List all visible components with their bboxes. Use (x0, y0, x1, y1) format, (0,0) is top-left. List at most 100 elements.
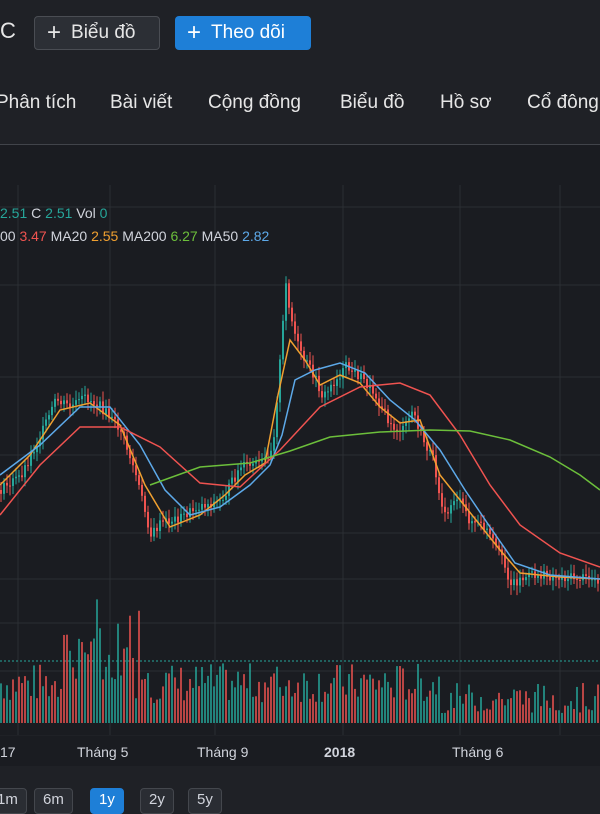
candle-body (363, 373, 365, 380)
candle-body (174, 516, 176, 522)
candle-body (27, 465, 29, 467)
range-6m-button[interactable]: 6m (34, 788, 73, 814)
candle-body (93, 401, 95, 405)
candle-body (315, 375, 317, 378)
follow-label: Theo dõi (211, 22, 285, 43)
volume-bar (156, 699, 158, 723)
volume-bar (120, 675, 122, 723)
volume-bar (192, 687, 194, 723)
volume-bar (567, 705, 569, 723)
volume-bar (468, 684, 470, 723)
volume-bar (171, 665, 173, 723)
volume-bar (429, 690, 431, 723)
candle-body (414, 411, 416, 416)
volume-bar (126, 647, 128, 723)
volume-bar (333, 677, 335, 723)
nav-tab-profile[interactable]: Hồ sơ (440, 92, 492, 113)
candle-body (36, 446, 38, 453)
volume-bar (531, 712, 533, 723)
candle-body (198, 509, 200, 511)
volume-bar (582, 683, 584, 723)
range-1m-button[interactable]: 1m (0, 788, 27, 814)
range-1y-button[interactable]: 1y (90, 788, 124, 814)
volume-bar (330, 683, 332, 723)
volume-bar (9, 699, 11, 723)
nav-tab-shareholders[interactable]: Cổ đông (527, 92, 599, 113)
candle-body (537, 575, 539, 578)
candle-body (51, 406, 53, 416)
candle-body (177, 516, 179, 523)
volume-bar (315, 701, 317, 723)
ma20-label: MA20 (50, 228, 88, 244)
volume-bar (363, 674, 365, 723)
candle-body (243, 461, 245, 468)
volume-bar (366, 679, 368, 723)
volume-bar (84, 652, 86, 723)
volume-bar (456, 683, 458, 723)
candle-body (273, 437, 275, 451)
volume-bar (462, 703, 464, 723)
add-chart-button[interactable]: + Biểu đồ (34, 16, 160, 50)
x-tick-label: Tháng 5 (77, 744, 129, 760)
volume-bar (405, 699, 407, 723)
range-2y-button[interactable]: 2y (140, 788, 174, 814)
volume-bar (561, 712, 563, 723)
candle-body (168, 518, 170, 524)
follow-button[interactable]: + Theo dõi (175, 16, 311, 50)
volume-bar (105, 666, 107, 723)
candle-body (504, 555, 506, 568)
add-chart-label: Biểu đồ (71, 22, 136, 43)
volume-bar (12, 679, 14, 723)
volume-bar (30, 695, 32, 723)
nav-tab-analysis[interactable]: Phân tích (0, 92, 77, 113)
range-5y-button[interactable]: 5y (188, 788, 222, 814)
candle-body (342, 368, 344, 379)
candle-body (303, 350, 305, 361)
volume-bar (219, 666, 221, 723)
ma20-value: 2.55 (91, 228, 119, 244)
candle-body (141, 484, 143, 496)
x-tick-label: 17 (0, 744, 16, 760)
candle-body (48, 415, 50, 420)
volume-bar (552, 695, 554, 723)
candle-body (447, 512, 449, 514)
volume-bar (348, 674, 350, 723)
volume-bar (504, 705, 506, 723)
volume-bar (435, 694, 437, 723)
nav-tab-articles[interactable]: Bài viết (110, 92, 173, 113)
volume-bar (474, 705, 476, 723)
volume-bar (153, 702, 155, 723)
volume-bar (204, 683, 206, 723)
volume-bar (360, 678, 362, 723)
ma50-line (0, 362, 600, 580)
volume-bar (144, 678, 146, 723)
candle-body (3, 482, 5, 494)
nav-tab-community[interactable]: Cộng đồng (208, 92, 301, 113)
volume-bar (90, 641, 92, 723)
candle-body (114, 416, 116, 420)
volume-bar (372, 678, 374, 723)
volume-bar (396, 666, 398, 723)
chart-canvas[interactable] (0, 145, 600, 735)
candle-body (15, 476, 17, 479)
candle-body (132, 458, 134, 466)
candle-body (531, 571, 533, 573)
volume-bar (576, 686, 578, 723)
volume-bar (345, 694, 347, 723)
volume-bar (228, 699, 230, 723)
candle-body (357, 369, 359, 380)
volume-bar (423, 700, 425, 723)
candle-body (330, 384, 332, 392)
volume-bar (498, 692, 500, 723)
nav-tab-charts[interactable]: Biểu đồ (340, 92, 405, 113)
ohlc-legend: 2.51 C 2.51 Vol 0 (0, 205, 107, 221)
candle-body (261, 459, 263, 462)
volume-bar (543, 685, 545, 723)
price-chart[interactable]: 2.51 C 2.51 Vol 0 00 3.47 MA20 2.55 MA20… (0, 145, 600, 735)
x-tick-label: Tháng 9 (197, 744, 249, 760)
candle-body (282, 320, 284, 360)
volume-bar (252, 696, 254, 723)
candle-body (522, 577, 524, 581)
candle-body (240, 467, 242, 471)
candle-body (483, 522, 485, 530)
